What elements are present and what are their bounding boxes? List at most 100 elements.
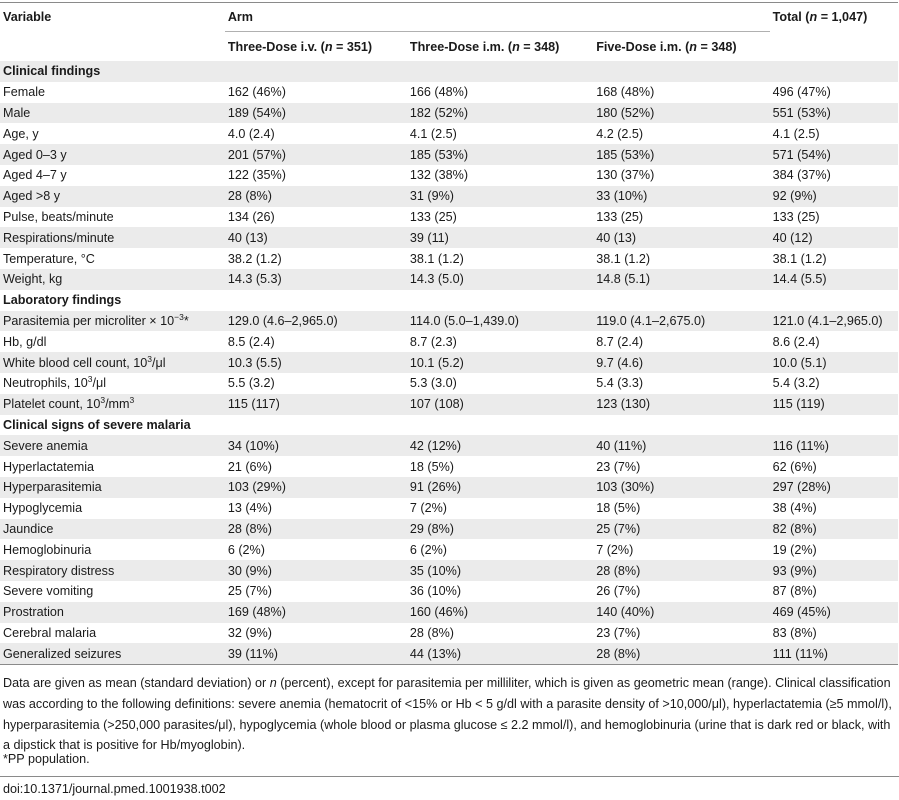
total-value-cell: 133 (25) — [772, 209, 820, 224]
total-value-cell: 40 (12) — [769, 227, 898, 249]
table-row: Weight, kg 14.3 (5.3) 14.3 (5.0) 14.8 (5.1)… — [0, 268, 898, 290]
row-label: Hb, g/dl — [3, 334, 47, 349]
row-label: Parasitemia per microliter × 10−3* — [0, 310, 225, 332]
arm-value-cell: 185 (53%) — [406, 144, 594, 165]
arm-value-cell: 30 (9%) — [224, 560, 407, 581]
arm-value-cell: 7 (2%) — [409, 501, 447, 516]
total-value-cell: 38 (4%) — [772, 501, 817, 516]
arm-value-cell: 33 (10%) — [593, 185, 770, 207]
arm-value-cell: 168 (48%) — [596, 85, 655, 100]
row-label: Temperature, °C — [3, 251, 95, 266]
arm-value-cell: 180 (52%) — [593, 102, 770, 124]
arm-value-cell: 6 (2%) — [409, 542, 447, 557]
table-row: Hemoglobinuria 6 (2%) 6 (2%) 7 (2%) 19 (2%) — [0, 539, 898, 560]
arm-value-cell: 28 (8%) — [593, 560, 770, 581]
header-arm-3: Five-Dose i.m. (n = 348) — [596, 39, 737, 54]
arm-value-cell: 35 (10%) — [406, 560, 594, 581]
arm-value-cell: 130 (37%) — [596, 168, 655, 183]
header-row-arms: Three-Dose i.v. (n = 351) Three-Dose i.m… — [0, 32, 898, 62]
arm-value-cell: 28 (8%) — [224, 185, 407, 207]
arm-value-cell: 115 (117) — [224, 393, 407, 415]
arm-value-cell: 5.4 (3.3) — [596, 376, 644, 391]
arm-value-cell: 36 (10%) — [409, 584, 462, 599]
arm-value-cell: 28 (8%) — [593, 643, 770, 666]
table-row: Parasitemia per microliter × 10−3* 129.0 … — [0, 310, 898, 332]
total-value-cell: 93 (9%) — [769, 560, 898, 581]
arm-value-cell: 29 (8%) — [406, 518, 594, 540]
row-label: Cerebral malaria — [3, 625, 97, 640]
table-row: Respiratory distress 30 (9%) 35 (10%) 28 (8… — [0, 560, 898, 581]
arm-value-cell: 103 (29%) — [224, 476, 407, 498]
table-row: Aged >8 y 28 (8%) 31 (9%) 33 (10%) 92 (9%) — [0, 185, 898, 207]
arm-value-cell: 189 (54%) — [224, 102, 407, 124]
arm-value-cell: 103 (30%) — [593, 476, 770, 498]
arm-value-cell: 14.3 (5.0) — [406, 268, 594, 290]
arm-value-cell: 6 (2%) — [227, 542, 265, 557]
arm-value-cell: 25 (7%) — [593, 518, 770, 540]
row-label: Hyperparasitemia — [0, 476, 225, 498]
row-label: Severe vomiting — [3, 584, 94, 599]
arm-value-cell: 21 (6%) — [227, 459, 272, 474]
row-label: Neutrophils, 103/μl — [3, 374, 107, 391]
header-total: Total (n = 1,047) — [769, 2, 898, 32]
arm-value-cell: 91 (26%) — [406, 476, 594, 498]
row-label: Aged >8 y — [0, 185, 225, 207]
total-value-cell: 571 (54%) — [769, 144, 898, 165]
arm-value-cell: 28 (8%) — [224, 518, 407, 540]
total-value-cell: 82 (8%) — [769, 518, 898, 540]
arm-value-cell: 201 (57%) — [224, 144, 407, 165]
arm-value-cell: 8.7 (2.3) — [409, 334, 457, 349]
table-row: Hyperparasitemia 103 (29%) 91 (26%) 103 (30… — [0, 476, 898, 498]
total-value-cell: 92 (9%) — [769, 185, 898, 207]
total-value-cell: 115 (119) — [769, 393, 898, 415]
row-label: Hemoglobinuria — [3, 542, 92, 557]
section-title: Laboratory findings — [3, 293, 122, 308]
arm-value-cell: 10.3 (5.5) — [224, 352, 407, 373]
total-value-cell: 551 (53%) — [769, 102, 898, 124]
arm-value-cell: 107 (108) — [406, 393, 594, 415]
row-label: Generalized seizures — [0, 643, 225, 666]
arm-value-cell: 169 (48%) — [224, 601, 407, 623]
arm-value-cell: 28 (8%) — [409, 625, 455, 640]
arm-value-cell: 18 (5%) — [409, 459, 455, 474]
table-footnote: Data are given as mean (standard deviati… — [3, 676, 892, 753]
arm-value-cell: 44 (13%) — [406, 643, 594, 666]
row-label: Prostration — [0, 601, 225, 623]
arm-value-cell: 26 (7%) — [596, 584, 641, 599]
table-row: Hb, g/dl 8.5 (2.4) 8.7 (2.3) 8.7 (2.4) 8.6 (… — [0, 331, 898, 352]
arm-value-cell: 40 (13) — [593, 227, 770, 249]
total-value-cell: 38.1 (1.2) — [772, 251, 827, 266]
total-value-cell: 87 (8%) — [772, 584, 817, 599]
arm-value-cell: 40 (13) — [224, 227, 407, 249]
arm-value-cell: 4.1 (2.5) — [409, 126, 457, 141]
total-value-cell: 62 (6%) — [772, 459, 817, 474]
arm-value-cell: 134 (26) — [227, 209, 275, 224]
arm-value-cell: 25 (7%) — [227, 584, 272, 599]
header-row-arm: Variable Arm Total (n = 1,047) — [0, 2, 898, 32]
arm-value-cell: 160 (46%) — [406, 601, 594, 623]
arm-value-cell: 39 (11) — [406, 227, 594, 249]
total-value-cell: 19 (2%) — [772, 542, 817, 557]
arm-value-cell: 114.0 (5.0–1,439.0) — [406, 310, 594, 332]
table-row: Severe anemia 34 (10%) 42 (12%) 40 (11%) 116… — [0, 435, 898, 457]
table-row: Hyperlactatemia 21 (6%) 18 (5%) 23 (7%) 62 (… — [0, 456, 898, 477]
arm-value-cell: 13 (4%) — [227, 501, 272, 516]
row-label: Aged 4–7 y — [3, 168, 67, 183]
arm-value-cell: 5.5 (3.2) — [227, 376, 275, 391]
arm-value-cell: 38.1 (1.2) — [409, 251, 464, 266]
table-row: Severe vomiting 25 (7%) 36 (10%) 26 (7%) 87 … — [0, 581, 898, 602]
table-row: Aged 4–7 y 122 (35%) 132 (38%) 130 (37%) 384… — [0, 165, 898, 186]
header-arm-1: Three-Dose i.v. (n = 351) — [227, 39, 373, 54]
arm-value-cell: 122 (35%) — [227, 168, 286, 183]
table-row: Jaundice 28 (8%) 29 (8%) 25 (7%) 82 (8%) — [0, 518, 898, 540]
table-row: Pulse, beats/minute 134 (26) 133 (25) 133 (… — [0, 207, 898, 228]
table-row: Female 162 (46%) 166 (48%) 168 (48%) 496 (47… — [0, 82, 898, 103]
arm-value-cell: 14.3 (5.3) — [224, 268, 407, 290]
total-value-cell: 10.0 (5.1) — [769, 352, 898, 373]
arm-value-cell: 39 (11%) — [224, 643, 407, 666]
table-row: Platelet count, 103/mm3 115 (117) 107 (108… — [0, 393, 898, 415]
arm-value-cell: 23 (7%) — [596, 459, 641, 474]
arm-value-cell: 4.0 (2.4) — [227, 126, 275, 141]
section-header: Clinical findings — [0, 61, 898, 82]
section-title: Clinical findings — [0, 61, 898, 82]
